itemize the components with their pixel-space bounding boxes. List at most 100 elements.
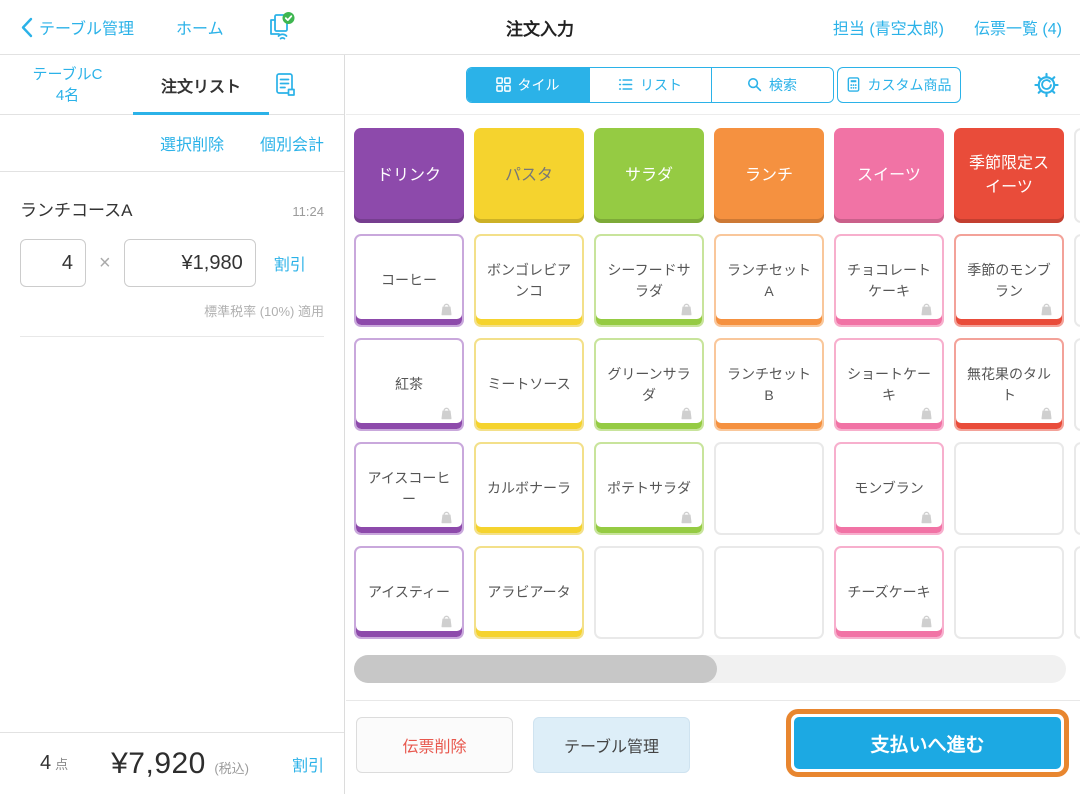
- table-name: テーブルC: [32, 65, 103, 83]
- scrollbar-thumb[interactable]: [354, 655, 718, 683]
- split-bill-link[interactable]: 個別会計: [259, 137, 324, 154]
- takeout-bag-icon: [438, 404, 455, 421]
- tab-order-list[interactable]: 注文リスト: [133, 55, 270, 115]
- empty-product-slot: [594, 546, 704, 639]
- receipt-icon[interactable]: [273, 71, 298, 98]
- product-tile[interactable]: 無花果のタルト: [954, 338, 1064, 431]
- empty-product-slot: [714, 442, 824, 535]
- quantity-input[interactable]: [20, 239, 86, 287]
- tile-label: 季節限定スイーツ: [968, 155, 1049, 196]
- back-chevron-icon: [20, 17, 33, 38]
- category-tile[interactable]: ランチ: [714, 128, 824, 223]
- empty-product-slot: [1074, 442, 1080, 535]
- takeout-bag-icon: [438, 612, 455, 629]
- empty-category-slot: [1074, 128, 1080, 223]
- table-management-button[interactable]: テーブル管理: [533, 717, 690, 773]
- product-tile[interactable]: ボンゴレビアンコ: [474, 234, 584, 327]
- product-tile[interactable]: チーズケーキ: [834, 546, 944, 639]
- category-tile[interactable]: 季節限定スイーツ: [954, 128, 1064, 223]
- takeout-bag-icon: [678, 404, 695, 421]
- tab-list-view[interactable]: リスト: [588, 67, 711, 102]
- product-tile[interactable]: ランチセットA: [714, 234, 824, 327]
- order-total-amount: ¥7,920: [111, 746, 206, 780]
- tile-label: スイーツ: [857, 166, 921, 184]
- category-tile[interactable]: スイーツ: [834, 128, 944, 223]
- tile-label: ランチセットA: [727, 261, 811, 299]
- product-tile[interactable]: 紅茶: [354, 338, 464, 431]
- empty-product-slot: [1074, 234, 1080, 327]
- view-switcher-bar: タイル リスト 検索 カスタ: [346, 55, 1080, 115]
- staff-link[interactable]: 担当 (青空太郎): [832, 21, 944, 38]
- custom-product-tab-label: カスタム商品: [867, 76, 952, 93]
- order-item-name: ランチコースA: [20, 201, 133, 220]
- list-tab-label: リスト: [640, 76, 682, 93]
- horizontal-scrollbar[interactable]: [354, 655, 1066, 683]
- search-icon: [747, 77, 762, 92]
- tile-label: 季節のモンブラン: [967, 261, 1051, 299]
- product-tile[interactable]: コーヒー: [354, 234, 464, 327]
- order-list-actions: 選択削除 個別会計: [0, 115, 344, 172]
- product-tile[interactable]: ランチセットB: [714, 338, 824, 431]
- search-tab-label: 検索: [769, 76, 797, 93]
- product-tile[interactable]: グリーンサラダ: [594, 338, 704, 431]
- tile-label: グリーンサラダ: [607, 365, 691, 403]
- tile-label: アイスコーヒー: [367, 469, 451, 507]
- tile-label: 紅茶: [395, 376, 423, 392]
- list-icon: [618, 77, 633, 92]
- order-item-time: 11:24: [292, 204, 324, 219]
- view-mode-segmented-control: タイル リスト 検索: [465, 66, 834, 103]
- product-tile[interactable]: モンブラン: [834, 442, 944, 535]
- item-count-unit: 点: [55, 757, 69, 772]
- delete-slip-button[interactable]: 伝票削除: [356, 717, 513, 773]
- product-tile[interactable]: 季節のモンブラン: [954, 234, 1064, 327]
- product-row: アイスティー アラビアータ チーズケーキ: [354, 546, 1080, 639]
- category-tile[interactable]: ドリンク: [354, 128, 464, 223]
- tile-label: ミートソース: [487, 376, 571, 392]
- tile-label: ドリンク: [376, 166, 441, 184]
- product-tile[interactable]: アイスコーヒー: [354, 442, 464, 535]
- back-to-table-management-button[interactable]: テーブル管理: [20, 15, 134, 39]
- tab-tile-view[interactable]: タイル: [466, 67, 589, 102]
- guest-count: 4名: [55, 86, 80, 104]
- takeout-bag-icon: [918, 300, 935, 317]
- product-tile[interactable]: シーフードサラダ: [594, 234, 704, 327]
- tile-label: パスタ: [504, 166, 553, 184]
- takeout-bag-icon: [438, 300, 455, 317]
- price-input[interactable]: [123, 239, 256, 287]
- tab-search-view[interactable]: 検索: [710, 67, 833, 102]
- order-list-header: テーブルC 4名 注文リスト: [0, 55, 344, 115]
- product-tile[interactable]: アラビアータ: [474, 546, 584, 639]
- top-bar: テーブル管理 ホーム 注文入力 担当 (青空太郎) 伝票一覧 (4): [0, 0, 1080, 55]
- tab-custom-product[interactable]: カスタム商品: [836, 66, 961, 103]
- order-discount-link[interactable]: 割引: [291, 757, 324, 775]
- home-link[interactable]: ホーム: [176, 21, 224, 38]
- order-list-panel: テーブルC 4名 注文リスト 選択削: [0, 55, 345, 794]
- tile-label: シーフードサラダ: [607, 261, 691, 299]
- item-discount-link[interactable]: 割引: [273, 257, 306, 274]
- slip-list-link[interactable]: 伝票一覧 (4): [973, 21, 1062, 38]
- tile-label: チーズケーキ: [847, 584, 931, 600]
- product-tile[interactable]: ミートソース: [474, 338, 584, 431]
- takeout-bag-icon: [678, 508, 695, 525]
- takeout-bag-icon: [918, 612, 935, 629]
- order-item[interactable]: ランチコースA 11:24 × 割引 標準税率 (10%) 適用: [0, 172, 344, 337]
- category-row: ドリンク パスタ サラダ ランチ スイーツ 季節限定スイーツ: [354, 128, 1080, 223]
- takeout-bag-icon: [1038, 404, 1055, 421]
- tile-label: コーヒー: [381, 272, 437, 288]
- tile-label: サラダ: [624, 166, 673, 184]
- category-tile[interactable]: サラダ: [594, 128, 704, 223]
- product-tile[interactable]: ショートケーキ: [834, 338, 944, 431]
- gear-icon[interactable]: [1033, 71, 1060, 98]
- multiply-sign: ×: [99, 251, 111, 274]
- takeout-bag-icon: [1038, 300, 1055, 317]
- proceed-to-payment-button[interactable]: 支払いへ進む: [794, 717, 1061, 769]
- select-delete-link[interactable]: 選択削除: [159, 137, 224, 154]
- takeout-bag-icon: [678, 300, 695, 317]
- order-list-tab-label: 注文リスト: [161, 78, 242, 96]
- product-tile[interactable]: アイスティー: [354, 546, 464, 639]
- product-tile[interactable]: ポテトサラダ: [594, 442, 704, 535]
- printer-status-icon[interactable]: [264, 11, 298, 43]
- product-tile[interactable]: チョコレートケーキ: [834, 234, 944, 327]
- category-tile[interactable]: パスタ: [474, 128, 584, 223]
- product-tile[interactable]: カルボナーラ: [474, 442, 584, 535]
